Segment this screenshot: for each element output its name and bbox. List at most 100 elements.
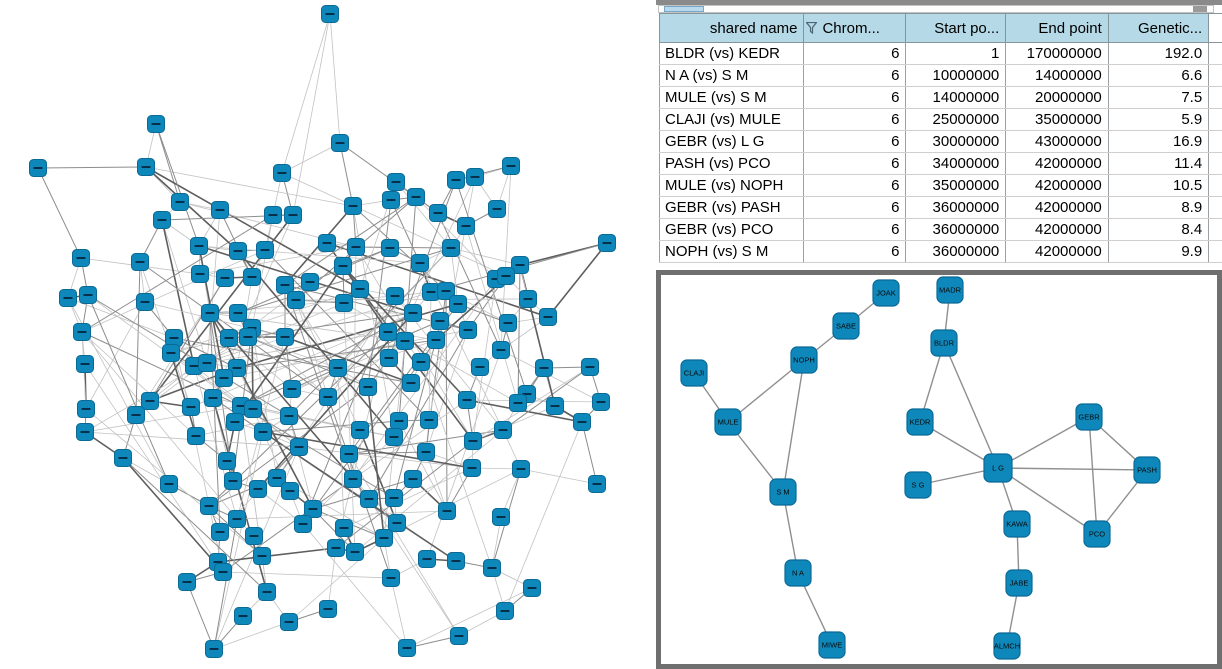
overview-node-8[interactable] — [264, 206, 282, 224]
overview-node-111[interactable] — [380, 349, 398, 367]
overview-node-75[interactable] — [204, 389, 222, 407]
overview-node-107[interactable] — [396, 332, 414, 350]
overview-node-23[interactable] — [136, 293, 154, 311]
overview-node-32[interactable] — [447, 171, 465, 189]
overview-node-113[interactable] — [471, 358, 489, 376]
overview-node-87[interactable] — [218, 452, 236, 470]
overview-node-63[interactable] — [220, 329, 238, 347]
overview-node-117[interactable] — [402, 374, 420, 392]
overview-node-101[interactable] — [253, 547, 271, 565]
overview-node-120[interactable] — [509, 394, 527, 412]
overview-node-135[interactable] — [344, 470, 362, 488]
overview-node-137[interactable] — [588, 475, 606, 493]
overview-node-121[interactable] — [546, 397, 564, 415]
overview-node-116[interactable] — [359, 378, 377, 396]
overview-node-122[interactable] — [592, 393, 610, 411]
detail-node-SABE[interactable]: SABE — [832, 312, 860, 340]
overview-node-62[interactable] — [165, 329, 183, 347]
overview-node-61[interactable] — [459, 321, 477, 339]
overview-node-25[interactable] — [201, 304, 219, 322]
detail-node-MULE[interactable]: MULE — [714, 408, 742, 436]
overview-node-114[interactable] — [535, 359, 553, 377]
overview-node-26[interactable] — [229, 304, 247, 322]
table-row-2[interactable]: MULE (vs) S M 6 14000000 20000000 7.5 — [658, 86, 1222, 109]
overview-node-14[interactable] — [72, 249, 90, 267]
overview-node-60[interactable] — [379, 323, 397, 341]
table-row-0[interactable]: BLDR (vs) KEDR 6 1 170000000 192.0 — [658, 42, 1222, 65]
overview-node-106[interactable] — [205, 640, 223, 658]
overview-node-144[interactable] — [375, 529, 393, 547]
overview-node-95[interactable] — [228, 510, 246, 528]
overview-node-17[interactable] — [216, 269, 234, 287]
column-header-4[interactable]: Genetic... — [1107, 13, 1210, 43]
overview-node-50[interactable] — [386, 287, 404, 305]
overview-node-132[interactable] — [417, 443, 435, 461]
overview-node-86[interactable] — [114, 449, 132, 467]
detail-node-JABE[interactable]: JABE — [1005, 569, 1033, 597]
overview-node-46[interactable] — [334, 257, 352, 275]
overview-node-73[interactable] — [141, 392, 159, 410]
overview-node-15[interactable] — [131, 253, 149, 271]
column-header-1[interactable]: Chrom... — [803, 13, 907, 43]
overview-node-11[interactable] — [229, 242, 247, 260]
table-row-7[interactable]: GEBR (vs) PASH 6 36000000 42000000 8.9 — [658, 196, 1222, 219]
detail-node-MADR[interactable]: MADR — [936, 276, 964, 304]
overview-node-74[interactable] — [182, 398, 200, 416]
overview-node-38[interactable] — [488, 200, 506, 218]
overview-node-12[interactable] — [256, 241, 274, 259]
overview-node-85[interactable] — [290, 438, 308, 456]
overview-node-53[interactable] — [519, 290, 537, 308]
overview-node-139[interactable] — [385, 489, 403, 507]
overview-node-93[interactable] — [200, 497, 218, 515]
overview-node-103[interactable] — [258, 583, 276, 601]
overview-node-65[interactable] — [276, 328, 294, 346]
overview-network-canvas[interactable] — [0, 0, 656, 669]
scrollbar-thumb[interactable] — [664, 6, 704, 12]
overview-node-110[interactable] — [329, 359, 347, 377]
overview-node-100[interactable] — [214, 563, 232, 581]
detail-node-BLDR[interactable]: BLDR — [930, 329, 958, 357]
overview-node-68[interactable] — [198, 354, 216, 372]
overview-node-96[interactable] — [294, 515, 312, 533]
table-row-5[interactable]: PASH (vs) PCO 6 34000000 42000000 11.4 — [658, 152, 1222, 175]
overview-node-150[interactable] — [382, 569, 400, 587]
overview-node-44[interactable] — [411, 254, 429, 272]
overview-node-57[interactable] — [539, 308, 557, 326]
overview-node-81[interactable] — [280, 407, 298, 425]
detail-node-L-G[interactable]: L G — [983, 453, 1013, 483]
overview-node-22[interactable] — [79, 286, 97, 304]
overview-node-24[interactable] — [287, 291, 305, 309]
overview-node-43[interactable] — [442, 239, 460, 257]
overview-node-119[interactable] — [458, 391, 476, 409]
overview-node-40[interactable] — [598, 234, 616, 252]
detail-node-MIWE[interactable]: MIWE — [818, 631, 846, 659]
overview-node-37[interactable] — [429, 204, 447, 222]
overview-node-152[interactable] — [496, 602, 514, 620]
overview-node-4[interactable] — [273, 164, 291, 182]
detail-node-JOAK[interactable]: JOAK — [872, 279, 900, 307]
overview-node-1[interactable] — [147, 115, 165, 133]
overview-node-13[interactable] — [318, 234, 336, 252]
overview-node-18[interactable] — [243, 268, 261, 286]
overview-node-20[interactable] — [301, 273, 319, 291]
overview-node-58[interactable] — [431, 312, 449, 330]
overview-node-148[interactable] — [447, 552, 465, 570]
overview-node-155[interactable] — [398, 639, 416, 657]
overview-node-42[interactable] — [381, 239, 399, 257]
overview-node-89[interactable] — [160, 475, 178, 493]
overview-node-143[interactable] — [388, 514, 406, 532]
overview-node-39[interactable] — [457, 217, 475, 235]
overview-node-30[interactable] — [387, 173, 405, 191]
overview-node-104[interactable] — [234, 607, 252, 625]
overview-node-129[interactable] — [494, 421, 512, 439]
overview-node-34[interactable] — [382, 191, 400, 209]
overview-node-149[interactable] — [483, 559, 501, 577]
column-header-0[interactable]: shared name — [658, 13, 805, 43]
overview-node-84[interactable] — [187, 427, 205, 445]
overview-node-79[interactable] — [127, 406, 145, 424]
overview-node-28[interactable] — [73, 323, 91, 341]
detail-node-KAWA[interactable]: KAWA — [1003, 510, 1031, 538]
overview-node-9[interactable] — [284, 206, 302, 224]
overview-node-92[interactable] — [281, 482, 299, 500]
table-row-4[interactable]: GEBR (vs) L G 6 30000000 43000000 16.9 — [658, 130, 1222, 153]
